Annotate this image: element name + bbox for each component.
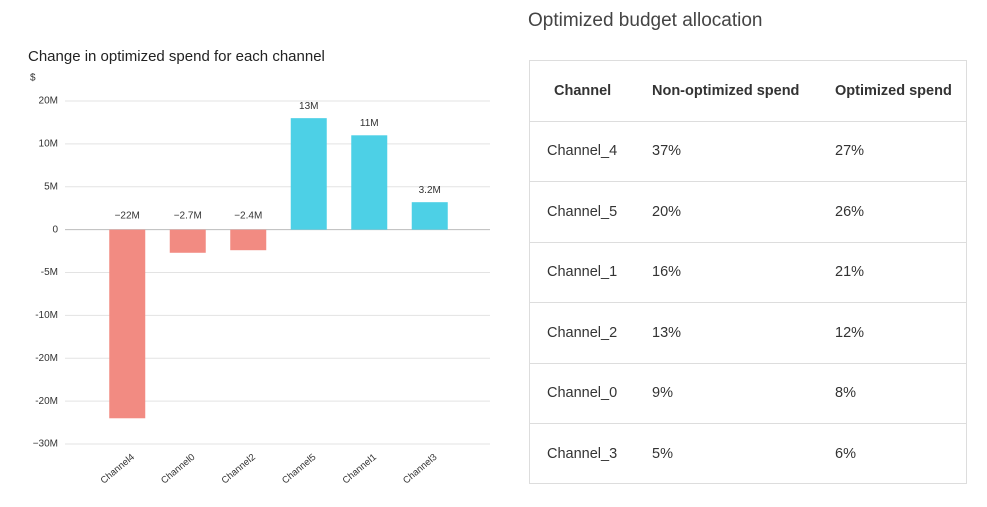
table-header-row: Channel Non-optimized spend Optimized spen… [530, 61, 966, 122]
table-row: Channel_1 16% 21% [530, 243, 966, 303]
table-cell: Channel_1 [547, 264, 618, 281]
x-tick: Channel4 [99, 452, 137, 487]
y-axis-label: $ [30, 73, 36, 84]
y-tick-label: -10M [35, 310, 58, 321]
y-tick-label: −30M [33, 439, 58, 450]
y-tick-label: -5M [41, 267, 58, 278]
x-tick: Channel2 [220, 452, 258, 487]
y-tick-label: -20M [35, 396, 58, 407]
table-cell: Channel_4 [547, 143, 618, 160]
table-cell: 6% [835, 446, 856, 463]
table-row: Channel_4 37% 27% [530, 122, 966, 182]
table: Channel Non-optimized spend Optimized spen… [529, 60, 967, 484]
value-label: −2.4M [234, 210, 262, 221]
x-tick-label: Channel4 [99, 452, 137, 487]
table-cell: 5% [652, 446, 673, 463]
header-cell: Channel [554, 82, 612, 99]
table-cell: Channel_5 [547, 203, 618, 220]
y-tick-label: 5M [44, 181, 58, 192]
table-cell: 27% [835, 143, 865, 160]
table-cell: 8% [835, 385, 856, 402]
table-cell: 20% [652, 203, 682, 220]
table-cell: 26% [835, 203, 865, 220]
table-title: Optimized budget allocation [528, 10, 763, 31]
table-cell: 21% [835, 264, 865, 281]
table-cell: Channel_3 [547, 446, 618, 463]
bar [411, 202, 448, 230]
table-cell: 13% [652, 324, 682, 341]
y-tick-label: 20M [39, 96, 58, 107]
table-cell: 37% [652, 143, 682, 160]
x-tick: Channel5 [280, 452, 318, 487]
bar [351, 135, 388, 230]
x-tick-label: Channel1 [341, 452, 379, 487]
table-cell: 9% [652, 385, 673, 402]
bar [290, 118, 327, 230]
chart: Change in optimized spend for each chann… [28, 48, 490, 487]
value-label: 13M [299, 101, 318, 112]
table-cell: 12% [835, 324, 865, 341]
header-cell: Optimized spend [835, 82, 952, 99]
x-tick-label: Channel2 [220, 452, 258, 487]
table-row: Channel_2 13% 12% [530, 303, 966, 364]
y-tick-label: 10M [39, 139, 58, 150]
value-label: 11M [360, 118, 379, 129]
table-cell: Channel_2 [547, 324, 618, 341]
value-label: −22M [115, 210, 140, 221]
chart-title: Change in optimized spend for each chann… [28, 48, 325, 65]
bar [230, 229, 267, 251]
x-tick: Channel0 [159, 452, 197, 487]
x-tick-label: Channel5 [280, 452, 318, 487]
bar [109, 229, 146, 419]
x-tick-label: Channel0 [159, 452, 197, 487]
value-label: −2.7M [174, 210, 202, 221]
table-cell: Channel_0 [547, 385, 618, 402]
x-tick: Channel1 [341, 452, 379, 487]
table-row: Channel_3 5% 6% [530, 424, 966, 485]
header-cell: Non-optimized spend [652, 82, 800, 99]
table-cell: 16% [652, 264, 682, 281]
y-tick-label: 0 [52, 224, 58, 235]
value-label: 3.2M [419, 185, 441, 196]
bar [169, 229, 206, 253]
table-row: Channel_0 9% 8% [530, 364, 966, 424]
table-row: Channel_5 20% 26% [530, 182, 966, 243]
x-tick: Channel3 [401, 452, 439, 487]
x-tick-label: Channel3 [401, 452, 439, 487]
y-tick-label: -20M [35, 353, 58, 364]
